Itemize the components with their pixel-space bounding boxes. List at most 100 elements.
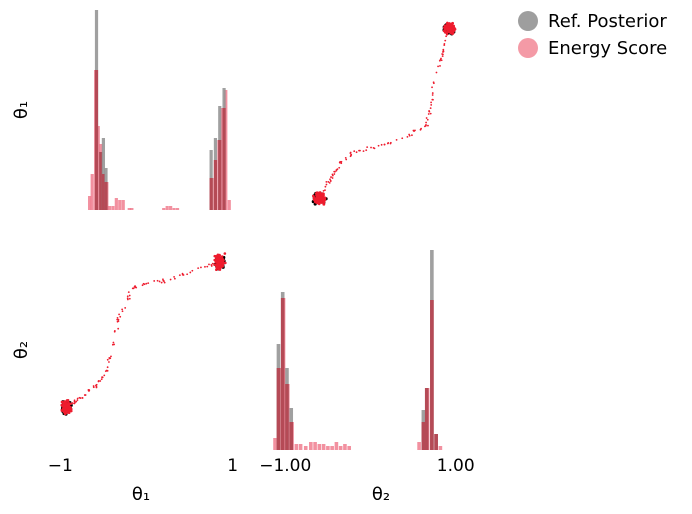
scatter-point-energy-score <box>112 341 115 344</box>
scatter-point-energy-score <box>452 24 455 28</box>
x-tick-label-theta2: −1.00 <box>259 456 311 476</box>
scatter-point-energy-score <box>366 146 369 149</box>
scatter-point-energy-score <box>401 137 404 140</box>
scatter-point-energy-score <box>95 383 98 386</box>
scatter-point-energy-score <box>427 113 430 115</box>
hist-bar-energy-score <box>224 90 228 210</box>
x-ticks: −1 1 −1.00 1.00 <box>48 456 475 476</box>
scatter-point-energy-score <box>66 399 69 403</box>
scatter-point-energy-score <box>132 287 135 290</box>
scatter-point-energy-score <box>429 107 432 109</box>
scatter-point-energy-score <box>413 130 415 133</box>
scatter-point-energy-score <box>213 254 217 258</box>
scatter-point-energy-score <box>62 407 65 411</box>
scatter-point-energy-score <box>386 142 389 145</box>
scatter-point-energy-score <box>333 173 336 175</box>
scatter-point-energy-score <box>350 153 353 156</box>
hist-bar-energy-score <box>162 208 166 210</box>
hist-bar-energy-score <box>317 444 322 450</box>
scatter-point-energy-score <box>215 267 219 270</box>
hist-bar-energy-score <box>118 200 122 210</box>
scatter-point-energy-score <box>430 101 433 104</box>
scatter-point-energy-score <box>211 262 214 265</box>
scatter-point-energy-score <box>411 134 413 137</box>
scatter-point-energy-score <box>116 320 119 323</box>
hist-bar-energy-score <box>175 208 180 210</box>
scatter-point-energy-score <box>76 399 79 402</box>
scatter-point-energy-score <box>315 191 319 195</box>
scatter-point-energy-score <box>444 39 447 42</box>
hist-bar-energy-score <box>172 208 176 210</box>
scatter-point-energy-score <box>322 196 326 200</box>
scatter-point-energy-score <box>106 366 109 369</box>
scatter-point-energy-score <box>156 279 159 282</box>
scatter-point-energy-score <box>81 397 84 399</box>
legend: Ref. Posterior Energy Score <box>518 11 667 59</box>
scatter-point-energy-score <box>126 295 129 298</box>
scatter-point-energy-score <box>330 176 332 178</box>
scatter-point-energy-score <box>419 128 422 131</box>
scatter-point-energy-score <box>67 411 71 414</box>
scatter-point-energy-score <box>74 401 76 404</box>
legend-label-ref: Ref. Posterior <box>548 11 667 32</box>
scatter-point-energy-score <box>67 407 70 411</box>
hist-bar-energy-score <box>330 446 334 450</box>
scatter-point-energy-score <box>377 144 380 147</box>
hist-bar-energy-score <box>334 442 339 450</box>
scatter-point-energy-score <box>178 274 181 277</box>
scatter-point-energy-score <box>430 104 433 106</box>
scatter-point-energy-score <box>213 263 216 267</box>
scatter-point-energy-score <box>448 22 451 26</box>
scatter-point-energy-score <box>158 280 161 283</box>
scatter-point-energy-score <box>218 253 221 257</box>
scatter-point-energy-score <box>383 143 386 146</box>
hist-bar-overlap <box>285 384 289 450</box>
scatter-point-energy-score <box>127 291 130 294</box>
scatter-point-energy-score <box>101 376 103 379</box>
hist-bar-energy-score <box>417 442 421 450</box>
scatter-point-energy-score <box>389 141 392 144</box>
hist-bar-energy-score <box>298 444 303 450</box>
scatter-point-energy-score <box>432 98 434 101</box>
scatter-point-energy-score <box>349 155 352 158</box>
scatter-point-energy-score <box>106 358 109 361</box>
col-label-theta2: θ₂ <box>372 484 390 505</box>
scatter-point-energy-score <box>113 330 116 333</box>
scatter-point-energy-score <box>62 410 66 414</box>
x-tick-label-theta1: 1 <box>227 456 238 476</box>
hist-bar-overlap <box>94 70 99 210</box>
scatter-point-energy-score <box>210 265 213 267</box>
scatter-point-energy-score <box>440 57 442 60</box>
scatter-point-energy-score <box>349 152 352 155</box>
scatter-point-energy-score <box>439 65 441 67</box>
scatter-point-energy-score <box>143 283 146 286</box>
x-tick-label-theta2: 1.00 <box>437 456 475 476</box>
scatter-point-energy-score <box>335 169 338 171</box>
scatter-point-energy-score <box>331 177 334 179</box>
scatter-point-energy-score <box>204 265 206 268</box>
scatter-point-energy-score <box>316 201 320 204</box>
scatter-point-energy-score <box>147 282 150 285</box>
scatter-point-energy-score <box>322 202 326 206</box>
scatter-point-energy-score <box>75 400 78 403</box>
col-label-theta1: θ₁ <box>132 484 150 505</box>
x-tick-label-theta1: −1 <box>48 456 73 476</box>
hist-bar-overlap <box>213 160 218 210</box>
scatter-point-energy-score <box>408 133 411 136</box>
scatter-point-energy-score <box>73 399 76 402</box>
hist-bar-energy-score <box>309 442 313 450</box>
scatter-point-energy-score <box>339 160 342 163</box>
scatter-point-energy-score <box>189 271 192 274</box>
scatter-point-energy-score <box>426 118 429 121</box>
hist-bar-energy-score <box>111 206 115 210</box>
scatter-point-energy-score <box>215 257 219 261</box>
scatter-point-energy-score <box>443 44 446 46</box>
scatter-point-energy-score <box>108 361 110 363</box>
legend-marker-ref <box>518 11 538 31</box>
scatter-point-energy-score <box>442 48 445 51</box>
scatter-point-energy-score <box>128 294 131 297</box>
hist-theta2-panel <box>273 250 443 450</box>
hist-bar-overlap <box>209 178 213 210</box>
scatter-point-energy-score <box>162 279 165 282</box>
scatter-point-energy-score <box>329 180 332 183</box>
